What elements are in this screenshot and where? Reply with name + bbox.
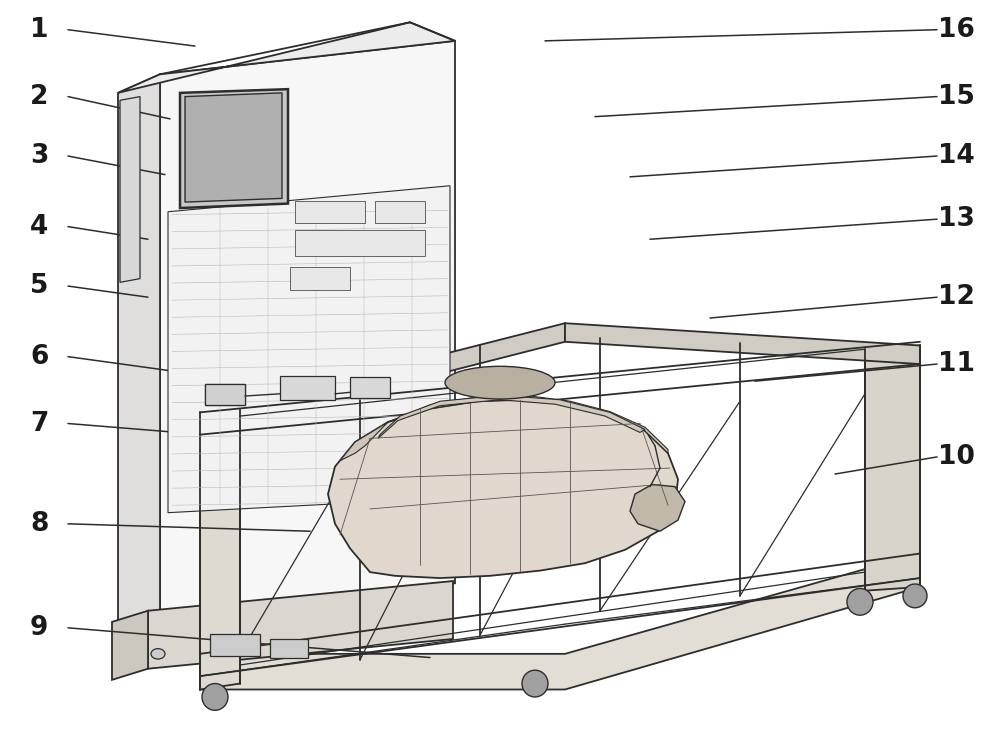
Ellipse shape (522, 670, 548, 697)
Polygon shape (210, 634, 260, 656)
Polygon shape (118, 22, 455, 93)
Polygon shape (378, 395, 645, 438)
Text: 15: 15 (938, 84, 975, 109)
Polygon shape (205, 384, 245, 405)
Text: 14: 14 (938, 143, 975, 169)
Text: 9: 9 (30, 615, 48, 640)
Polygon shape (120, 97, 140, 282)
Polygon shape (350, 377, 390, 398)
Text: 5: 5 (30, 273, 48, 299)
Text: 11: 11 (938, 351, 975, 377)
Polygon shape (865, 345, 920, 591)
Text: 6: 6 (30, 344, 48, 369)
Polygon shape (200, 409, 240, 690)
Polygon shape (118, 74, 160, 628)
Polygon shape (630, 484, 685, 531)
Text: 12: 12 (938, 285, 975, 310)
Polygon shape (270, 639, 308, 658)
Polygon shape (280, 376, 335, 400)
Circle shape (151, 649, 165, 659)
Polygon shape (200, 554, 920, 690)
Text: 10: 10 (938, 444, 975, 470)
Text: 3: 3 (30, 143, 48, 169)
Text: 4: 4 (30, 214, 48, 239)
Polygon shape (328, 400, 678, 578)
Polygon shape (180, 89, 288, 208)
Text: 13: 13 (938, 207, 975, 232)
Text: 16: 16 (938, 17, 975, 42)
Polygon shape (160, 41, 455, 613)
Polygon shape (340, 395, 668, 461)
Polygon shape (200, 323, 565, 435)
Polygon shape (168, 186, 450, 513)
Ellipse shape (847, 588, 873, 615)
Polygon shape (205, 384, 245, 405)
Polygon shape (375, 201, 425, 223)
Polygon shape (295, 201, 365, 223)
Ellipse shape (202, 684, 228, 710)
Ellipse shape (903, 584, 927, 608)
Polygon shape (565, 323, 920, 364)
Polygon shape (295, 230, 425, 256)
Text: 1: 1 (30, 17, 48, 42)
Ellipse shape (445, 366, 555, 399)
Polygon shape (185, 93, 282, 202)
Text: 7: 7 (30, 411, 48, 436)
Polygon shape (112, 611, 148, 680)
Polygon shape (290, 267, 350, 290)
Polygon shape (148, 581, 453, 669)
Text: 8: 8 (30, 511, 48, 536)
Text: 2: 2 (30, 84, 48, 109)
